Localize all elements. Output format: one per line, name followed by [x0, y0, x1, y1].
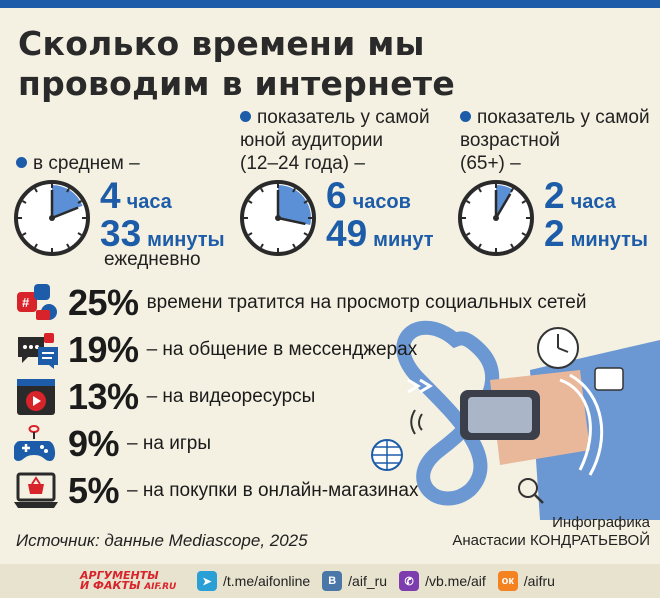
clock-tick [66, 188, 70, 193]
clock-tick [510, 243, 514, 248]
clock-old-icon [458, 180, 534, 256]
vk-link[interactable]: В/aif_ru [322, 571, 387, 591]
average-minutes: 33 минуты [100, 213, 225, 254]
clock-tick [34, 243, 38, 248]
clock-tick [22, 200, 27, 204]
clock-tick [478, 243, 482, 248]
clock-hand [277, 216, 306, 226]
old-hours: 2 часа [544, 175, 616, 216]
clock-tick [478, 188, 482, 193]
activity-text: – на игры [127, 433, 211, 454]
activity-row: # 25% времени тратится на просмотр социа… [14, 282, 586, 324]
aif-logo[interactable]: АРГУМЕНТЫ И ФАКТЫ AIF.RU [80, 568, 177, 592]
clock-tick [466, 232, 471, 236]
activity-row: 9% – на игры [14, 423, 464, 465]
clock-sector [278, 185, 311, 225]
clock-hand [494, 193, 512, 219]
clock-tick [303, 232, 308, 236]
clock-tick [77, 200, 82, 204]
video-play-icon [17, 379, 55, 415]
clock-hand [51, 206, 79, 220]
young-label: показатель у самой юной аудитории (12–24… [240, 107, 430, 174]
shopping-cart-icon [14, 472, 58, 508]
clock-tick [466, 200, 471, 204]
telegram-link[interactable]: ➤/t.me/aifonline [197, 571, 310, 591]
telegram-icon: ➤ [197, 571, 217, 591]
activity-percent: 9% [68, 423, 120, 464]
viber-link[interactable]: ✆/vb.me/aif [399, 571, 486, 591]
activity-text: времени тратится на просмотр социальных … [146, 292, 587, 313]
activity-percent: 5% [68, 470, 120, 511]
average-hours: 4 часа [100, 175, 172, 216]
clock-center [493, 215, 499, 221]
clock-center [49, 215, 55, 221]
clock-tick [510, 188, 514, 193]
viber-icon: ✆ [399, 571, 420, 591]
clock-tick [260, 243, 264, 248]
activity-percent: 13% [68, 376, 139, 417]
activity-text: – на покупки в онлайн-магазинах [127, 480, 419, 501]
vk-icon: В [322, 571, 343, 591]
ok-link[interactable]: ок/aifru [497, 571, 555, 591]
activity-row: 19% – на общение в мессенджерах [14, 329, 464, 371]
hands-phone-illustration [371, 320, 660, 520]
young-minutes: 49 минут [326, 213, 434, 254]
top-accent-bar [0, 0, 660, 8]
clock-tick [521, 232, 526, 236]
activity-text: – на общение в мессенджерах [146, 339, 418, 360]
page-title: Сколько времени мы проводим в интернете [18, 24, 455, 103]
old-minutes: 2 минуты [544, 213, 648, 254]
activity-row: 5% – на покупки в онлайн-магазинах [14, 470, 464, 512]
clock-tick [66, 243, 70, 248]
clock-tick [292, 188, 296, 193]
activity-percent: 25% [68, 282, 139, 323]
clock-tick [77, 232, 82, 236]
messenger-chat-icon [18, 333, 58, 369]
svg-text:#: # [22, 295, 30, 310]
clock-tick [248, 232, 253, 236]
gamepad-icon [14, 425, 55, 461]
young-hours: 6 часов [326, 175, 411, 216]
bullet-dot [460, 111, 471, 122]
social-media-icon: # [17, 284, 57, 320]
average-label: в среднем – [16, 152, 140, 175]
clock-tick [248, 200, 253, 204]
clock-young-icon [240, 180, 316, 256]
clock-tick [303, 200, 308, 204]
clock-tick [22, 232, 27, 236]
clock-tick [292, 243, 296, 248]
source-note: Источник: данные Mediascope, 2025 [16, 531, 308, 550]
activity-text: – на видеоресурсы [146, 386, 316, 407]
clock-tick [521, 200, 526, 204]
old-label: показатель у самой возрастной (65+) – [460, 107, 650, 174]
activity-percent: 19% [68, 329, 139, 370]
infographic-credit: Инфографика Анастасии КОНДРАТЬЕВОЙ [452, 514, 650, 549]
footer-bar: АРГУМЕНТЫ И ФАКТЫ AIF.RU ➤/t.me/aifonlin… [0, 564, 660, 598]
clock-center [275, 215, 281, 221]
activity-row: 13% – на видеоресурсы [14, 376, 464, 418]
odnoklassniki-icon: ок [497, 571, 518, 591]
clock-sector [52, 185, 83, 218]
bullet-dot [16, 157, 27, 168]
bullet-dot [240, 111, 251, 122]
average-suffix: ежедневно [104, 249, 201, 270]
average-label-text: в среднем – [33, 153, 140, 174]
clock-tick [34, 188, 38, 193]
clock-average-icon [14, 180, 90, 256]
clock-tick [260, 188, 264, 193]
